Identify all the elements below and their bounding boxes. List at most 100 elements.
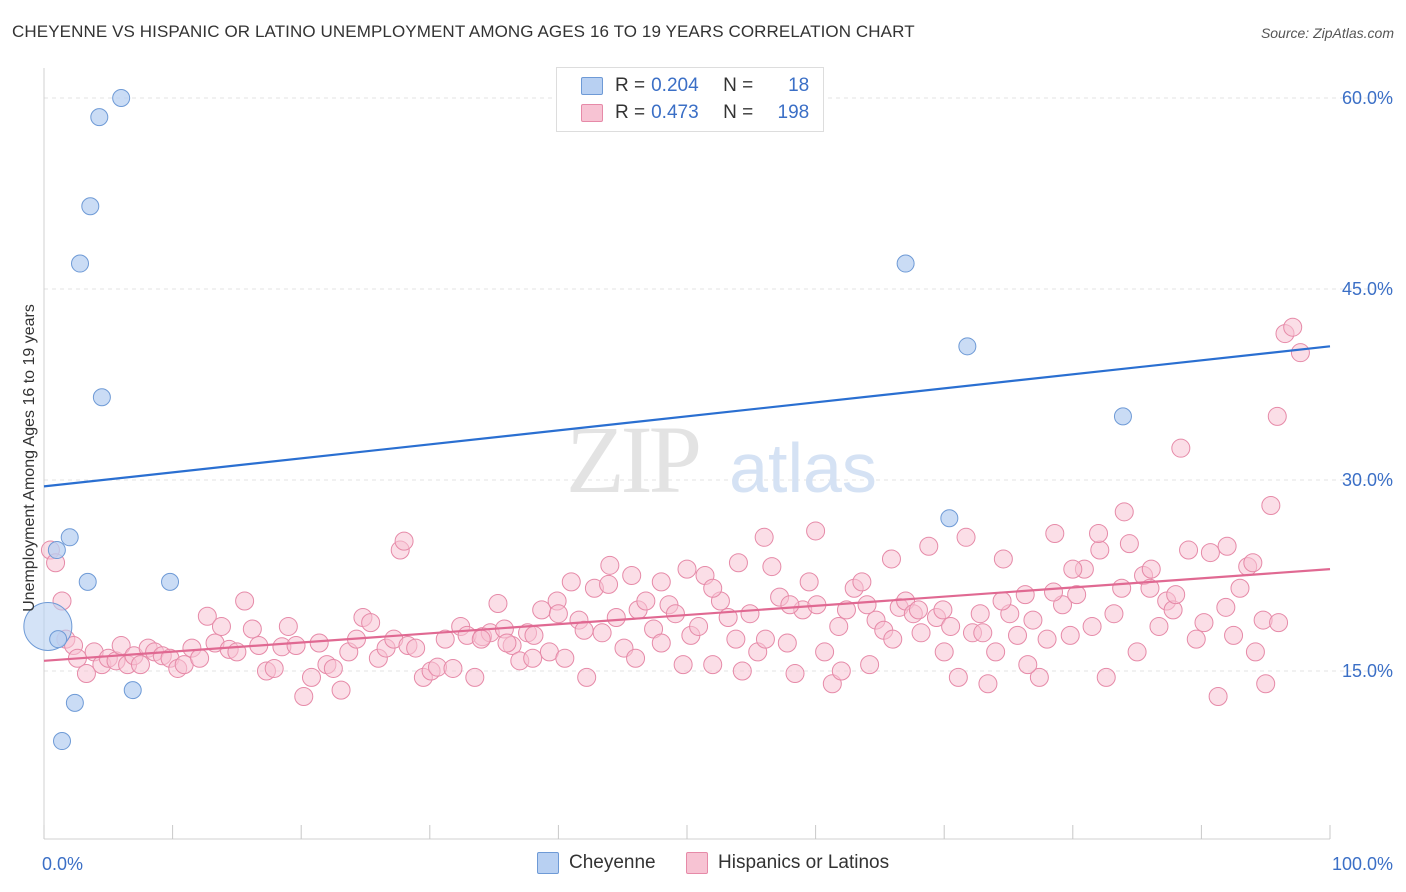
hispanic-point	[190, 648, 210, 668]
hispanic-point	[857, 595, 877, 615]
source-label: Source: ZipAtlas.com	[1260, 25, 1394, 41]
hispanic-point	[626, 648, 646, 668]
hispanic-point	[1166, 585, 1186, 605]
hispanic-point	[1149, 616, 1169, 636]
cheyenne-point	[112, 89, 131, 108]
hispanic-point	[726, 629, 746, 649]
hispanic-point	[1063, 559, 1083, 579]
hispanic-point	[294, 686, 314, 706]
hispanic-point	[992, 591, 1012, 611]
cheyenne-point	[81, 197, 100, 216]
legend-r-label: R =	[615, 75, 646, 96]
hispanic-point	[986, 642, 1006, 662]
hispanic-point	[471, 629, 491, 649]
hispanic-point	[1082, 616, 1102, 636]
cheyenne-point	[92, 388, 111, 407]
hispanic-point	[1104, 604, 1124, 624]
hispanic-point	[1119, 534, 1139, 554]
hispanic-point	[852, 572, 872, 592]
hispanic-point	[561, 572, 581, 592]
hispanic-point	[934, 642, 954, 662]
cheyenne-point	[60, 528, 79, 547]
hispanic-point	[956, 527, 976, 547]
hispanic-point	[1230, 578, 1250, 598]
hispanic-point	[488, 594, 508, 614]
hispanic-point	[197, 606, 217, 626]
hispanic-point	[785, 664, 805, 684]
hispanic-point	[703, 655, 723, 675]
hispanic-point	[211, 616, 231, 636]
hispanic-point	[948, 667, 968, 687]
cheyenne-point	[78, 572, 97, 591]
hispanic-point	[592, 623, 612, 643]
hispanic-point	[689, 616, 709, 636]
hispanic-point	[600, 555, 620, 575]
hispanic-point	[1096, 667, 1116, 687]
hispanic-point	[1037, 629, 1057, 649]
y-tick-label: 30.0%	[1342, 470, 1393, 490]
hispanic-point	[278, 616, 298, 636]
hispanic-swatch	[581, 104, 603, 122]
hispanic-point	[1140, 578, 1160, 598]
hispanic-point	[606, 608, 626, 628]
legend-r-value: 0.204	[651, 75, 699, 96]
hispanic-point	[1216, 597, 1236, 617]
hispanic-point	[651, 633, 671, 653]
hispanic-point	[1090, 540, 1110, 560]
hispanic-point	[754, 527, 774, 547]
hispanic-point	[1267, 406, 1287, 426]
legend-n-label: N =	[723, 102, 754, 123]
hispanic-point	[651, 572, 671, 592]
legend-r-label: R =	[615, 102, 646, 123]
hispanic-point	[815, 642, 835, 662]
hispanic-point	[677, 559, 697, 579]
hispanic-point	[1114, 502, 1134, 522]
hispanic-point	[636, 591, 656, 611]
watermark: ZIP atlas	[566, 406, 877, 513]
cheyenne-point	[1113, 407, 1132, 426]
hispanic-point	[762, 557, 782, 577]
cheyenne-point	[65, 693, 84, 712]
hispanic-point	[1243, 553, 1263, 573]
hispanic-point	[323, 658, 343, 678]
hispanic-point	[703, 578, 723, 598]
hispanic-point	[831, 661, 851, 681]
hispanic-point	[1217, 536, 1237, 556]
hispanic-point	[130, 655, 150, 675]
cheyenne-point	[90, 108, 109, 127]
hispanic-point	[911, 623, 931, 643]
hispanic-point	[673, 655, 693, 675]
hispanic-point	[331, 680, 351, 700]
cheyenne-point	[71, 254, 90, 273]
cheyenne-points	[23, 89, 1132, 751]
hispanic-point	[301, 667, 321, 687]
y-tick-label: 45.0%	[1342, 279, 1393, 299]
hispanic-point	[1224, 625, 1244, 645]
axes	[43, 68, 1331, 840]
cheyenne-trendline	[43, 345, 1331, 488]
trendlines	[43, 345, 1331, 662]
bottom-legend-hispanic: Hispanics or Latinos	[686, 852, 889, 874]
hispanic-point	[361, 613, 381, 633]
hispanic-point	[883, 629, 903, 649]
hispanic-point	[406, 638, 426, 658]
hispanic-point	[435, 629, 455, 649]
hispanic-point	[577, 667, 597, 687]
hispanic-point	[993, 549, 1013, 569]
hispanic-point	[394, 531, 414, 551]
hispanic-point	[1089, 523, 1109, 543]
hispanic-point	[941, 616, 961, 636]
hispanic-point	[574, 620, 594, 640]
hispanic-point	[1245, 642, 1265, 662]
hispanic-point	[1208, 686, 1228, 706]
cheyenne-point	[940, 509, 959, 528]
hispanic-point	[1256, 674, 1276, 694]
hispanic-point	[1171, 438, 1191, 458]
legend-n-value: 18	[788, 75, 810, 96]
hispanic-point	[622, 566, 642, 586]
hispanic-point	[1044, 582, 1064, 602]
hispanic-point	[309, 633, 329, 653]
hispanic-point	[1029, 667, 1049, 687]
y-tick-label: 15.0%	[1342, 661, 1393, 681]
hispanic-point	[973, 623, 993, 643]
